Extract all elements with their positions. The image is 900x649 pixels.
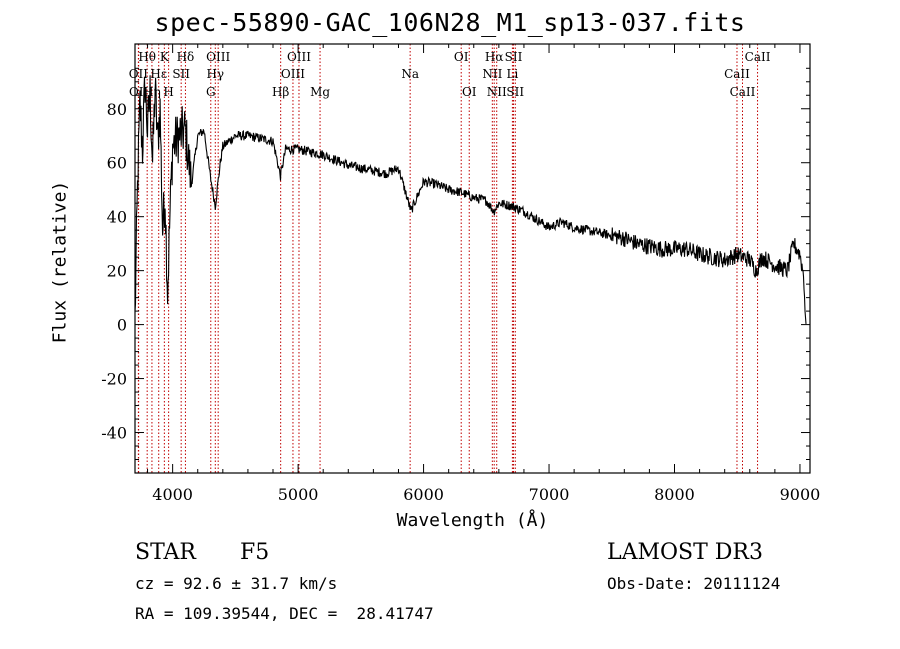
spectral-line-label: OI [454,50,469,64]
x-tick-label: 7000 [529,485,570,504]
spectral-line-label: OIII [206,50,230,64]
x-axis-label: Wavelength (Å) [396,510,549,531]
spectral-line-label: OII [129,67,149,81]
spectral-line-label: CaII [730,85,756,99]
y-tick-label: 0 [117,316,127,335]
axis-ticks: 4000 5000 6000 7000 8000 9000 -40 -20 0 20 40 60 80 [101,44,820,504]
spectral-line-label: NII [487,85,507,99]
spectral-line-markers [137,44,759,473]
spectral-line-label: H [163,85,173,99]
survey-name: LAMOST DR3 [607,540,763,565]
spectral-line-label: Mg [310,85,330,99]
x-tick-label: 9000 [780,485,821,504]
spectral-line-label: SII [172,67,190,81]
x-tick-label: 6000 [403,485,444,504]
spectral-line-label: OI [462,85,477,99]
y-tick-label: 80 [107,100,127,119]
y-tick-label: -40 [101,424,127,443]
spectral-line-label: Na [401,67,419,81]
spectral-line-label: Hη [143,85,161,99]
spectral-line-label: CaII [724,67,750,81]
spectral-line-label: Hθ [138,50,156,64]
y-tick-label: -20 [101,370,127,389]
observation-date: Obs-Date: 20111124 [607,574,781,593]
spectral-line-label: OIII [281,67,305,81]
ra-dec-coordinates: RA = 109.39544, DEC = 28.41747 [135,604,434,623]
spectral-line-label: OII [129,85,149,99]
y-axis-label: Flux (relative) [49,180,71,344]
spectral-line-label: Hα [485,50,504,64]
spectral-line-label: Hδ [177,50,195,64]
x-tick-label: 5000 [278,485,319,504]
flux-series-line [134,75,807,324]
spectral-line-label: Hε [150,67,167,81]
spectral-line-label: SII [506,85,524,99]
object-class: STAR [135,540,196,565]
spectral-line-label: OIII [287,50,311,64]
spectral-line-label: NII [482,67,502,81]
spectral-line-label: K [160,50,170,64]
y-tick-label: 40 [107,208,127,227]
object-subclass: F5 [240,540,270,565]
redshift-velocity: cz = 92.6 ± 31.7 km/s [135,574,338,593]
spectral-line-label: Hγ [206,67,224,81]
spectral-line-label: G [206,85,216,99]
y-tick-label: 60 [107,154,127,173]
y-tick-label: 20 [107,262,127,281]
x-tick-label: 4000 [152,485,193,504]
spectral-line-label: SII [505,50,523,64]
chart-title: spec-55890-GAC_106N28_M1_sp13-037.fits [154,8,746,37]
spectral-line-label: CaII [745,50,771,64]
spectral-line-label: Hβ [272,85,289,99]
x-tick-label: 8000 [654,485,695,504]
plot-frame [134,43,811,474]
spectral-line-label: Li [506,67,518,81]
